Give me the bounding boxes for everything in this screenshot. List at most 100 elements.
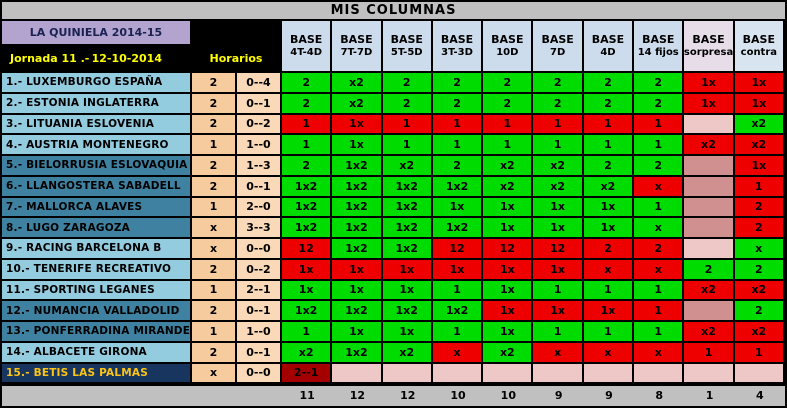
score-cell[interactable]: 0--1	[237, 342, 282, 364]
prediction-cell[interactable]: 1x	[684, 93, 735, 115]
match-name-cell[interactable]: 14.- ALBACETE GIRONA	[2, 342, 192, 364]
prediction-cell[interactable]: 2	[734, 197, 785, 219]
prediction-cell[interactable]: 1x	[483, 259, 534, 281]
prediction-cell[interactable]: 2	[533, 93, 584, 115]
prediction-cell[interactable]: 1x	[332, 114, 383, 136]
prediction-cell[interactable]: 1	[533, 135, 584, 156]
prediction-cell[interactable]: 2	[432, 156, 484, 177]
prediction-cell[interactable]: 1x	[332, 135, 383, 156]
prediction-cell[interactable]: 1x2	[382, 197, 433, 219]
prediction-cell[interactable]: 1x	[734, 156, 785, 177]
column-header-10d[interactable]: BASE 10D	[483, 21, 534, 73]
prediction-cell[interactable]: 1x2	[382, 176, 433, 198]
prediction-cell[interactable]: 1x2	[332, 301, 383, 322]
prediction-cell[interactable]: 1	[634, 135, 685, 156]
prediction-cell[interactable]: 2--1	[282, 363, 333, 385]
prediction-cell[interactable]: 1x	[684, 73, 735, 94]
prediction-cell[interactable]: x2	[533, 176, 584, 198]
prediction-cell[interactable]: 1x	[432, 259, 484, 281]
prediction-cell[interactable]: 1	[533, 280, 584, 302]
prediction-cell[interactable]: 2	[634, 156, 685, 177]
score-cell[interactable]: 0--0	[237, 239, 282, 260]
prediction-cell[interactable]: 1x	[533, 197, 584, 219]
prediction-cell[interactable]: 2	[382, 93, 433, 115]
prediction-cell[interactable]: 1x2	[282, 301, 333, 322]
prediction-cell[interactable]: 1x2	[382, 218, 433, 239]
score-cell[interactable]: 0--4	[237, 73, 282, 94]
prediction-cell[interactable]: 1x2	[332, 176, 383, 198]
prediction-cell[interactable]: x2	[332, 93, 383, 115]
prediction-cell[interactable]: 1x	[382, 322, 433, 343]
match-name-cell[interactable]: 9.- RACING BARCELONA B	[2, 239, 192, 260]
prediction-cell[interactable]: 1x	[332, 259, 383, 281]
pick-cell[interactable]: 1	[192, 135, 237, 156]
prediction-cell[interactable]: x2	[382, 342, 433, 364]
prediction-cell[interactable]: 2	[734, 218, 785, 239]
column-header-7d[interactable]: BASE 7D	[533, 21, 584, 73]
prediction-cell[interactable]: x2	[734, 135, 785, 156]
prediction-cell[interactable]	[684, 114, 735, 136]
pick-cell[interactable]: 2	[192, 342, 237, 364]
prediction-cell[interactable]: 1x	[382, 280, 433, 302]
prediction-cell[interactable]: 1x	[483, 197, 534, 219]
prediction-cell[interactable]: 1	[282, 135, 333, 156]
match-name-cell[interactable]: 13.- PONFERRADINA MIRANDES	[2, 322, 192, 343]
prediction-cell[interactable]: 1x	[533, 259, 584, 281]
prediction-cell[interactable]: 1x2	[332, 218, 383, 239]
prediction-cell[interactable]	[684, 363, 735, 385]
prediction-cell[interactable]: 1x	[583, 301, 635, 322]
prediction-cell[interactable]: 1	[634, 197, 685, 219]
prediction-cell[interactable]: 2	[282, 73, 333, 94]
prediction-cell[interactable]: 2	[282, 156, 333, 177]
prediction-cell[interactable]: 1	[432, 114, 484, 136]
prediction-cell[interactable]: 1	[634, 280, 685, 302]
score-cell[interactable]: 0--2	[237, 259, 282, 281]
prediction-cell[interactable]: 2	[432, 73, 484, 94]
pick-cell[interactable]: 2	[192, 93, 237, 115]
prediction-cell[interactable]	[432, 363, 484, 385]
prediction-cell[interactable]: 1x2	[282, 197, 333, 219]
pick-cell[interactable]: 2	[192, 114, 237, 136]
prediction-cell[interactable]: 1	[684, 342, 735, 364]
prediction-cell[interactable]: 2	[483, 93, 534, 115]
prediction-cell[interactable]	[684, 197, 735, 219]
pick-cell[interactable]: 2	[192, 73, 237, 94]
prediction-cell[interactable]: 1	[382, 135, 433, 156]
prediction-cell[interactable]: x	[734, 239, 785, 260]
prediction-cell[interactable]: x	[583, 342, 635, 364]
score-cell[interactable]: 1--3	[237, 156, 282, 177]
prediction-cell[interactable]	[684, 218, 735, 239]
prediction-cell[interactable]: 1	[483, 114, 534, 136]
column-header-sorpresa[interactable]: BASE sorpresa	[684, 21, 735, 73]
prediction-cell[interactable]: 1	[282, 114, 333, 136]
prediction-cell[interactable]	[533, 363, 584, 385]
prediction-cell[interactable]: 2	[533, 73, 584, 94]
prediction-cell[interactable]: x2	[734, 280, 785, 302]
prediction-cell[interactable]: 2	[684, 259, 735, 281]
prediction-cell[interactable]: 12	[533, 239, 584, 260]
pick-cell[interactable]: x	[192, 218, 237, 239]
prediction-cell[interactable]: x	[583, 259, 635, 281]
score-cell[interactable]: 0--0	[237, 363, 282, 385]
prediction-cell[interactable]	[684, 176, 735, 198]
prediction-cell[interactable]	[583, 363, 635, 385]
pick-cell[interactable]: 2	[192, 156, 237, 177]
match-name-cell[interactable]: 1.- LUXEMBURGO ESPAÑA	[2, 73, 192, 94]
match-name-cell[interactable]: 3.- LITUANIA ESLOVENIA	[2, 114, 192, 136]
prediction-cell[interactable]: 1	[634, 114, 685, 136]
prediction-cell[interactable]: 1	[634, 301, 685, 322]
prediction-cell[interactable]: x	[432, 342, 484, 364]
prediction-cell[interactable]: 1x	[432, 197, 484, 219]
prediction-cell[interactable]: 1x2	[382, 301, 433, 322]
match-name-cell[interactable]: 4.- AUSTRIA MONTENEGRO	[2, 135, 192, 156]
prediction-cell[interactable]: 1x	[734, 93, 785, 115]
prediction-cell[interactable]: x2	[483, 342, 534, 364]
prediction-cell[interactable]: 1x	[282, 259, 333, 281]
pick-cell[interactable]: 2	[192, 259, 237, 281]
column-header-7t-7d[interactable]: BASE 7T-7D	[332, 21, 383, 73]
prediction-cell[interactable]	[332, 363, 383, 385]
prediction-cell[interactable]: 2	[583, 73, 635, 94]
pick-cell[interactable]: 1	[192, 322, 237, 343]
prediction-cell[interactable]: x2	[483, 176, 534, 198]
match-name-cell[interactable]: 5.- BIELORRUSIA ESLOVAQUIA	[2, 156, 192, 177]
